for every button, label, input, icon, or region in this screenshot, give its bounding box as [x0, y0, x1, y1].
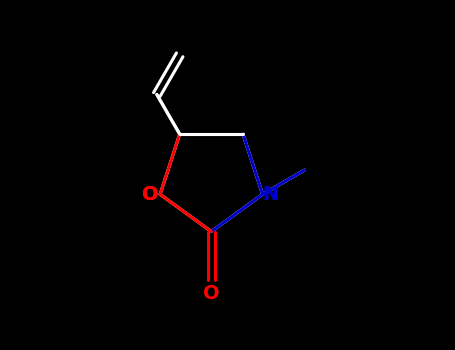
Text: O: O: [142, 185, 159, 204]
Text: N: N: [263, 185, 279, 204]
Text: O: O: [142, 185, 159, 204]
Text: O: O: [203, 284, 220, 303]
Text: O: O: [142, 185, 159, 204]
Text: N: N: [263, 185, 279, 204]
